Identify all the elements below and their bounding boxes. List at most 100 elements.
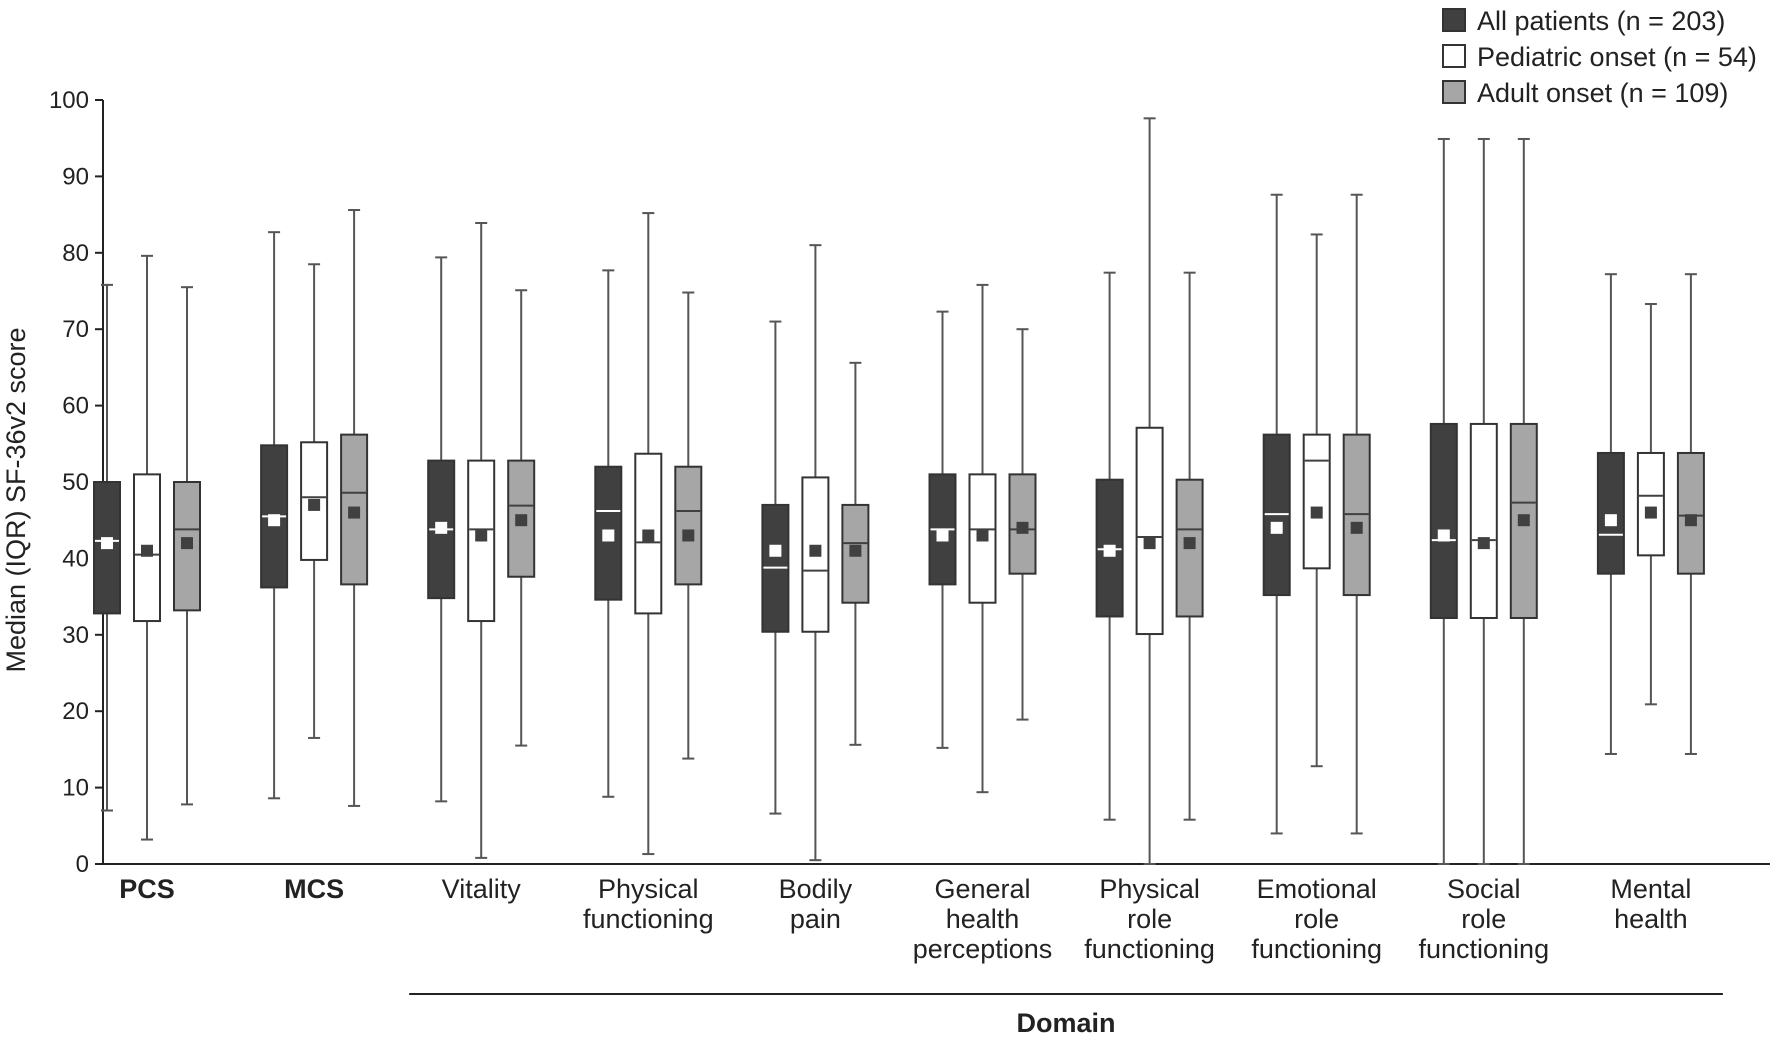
y-tick-label: 20 <box>62 698 89 725</box>
category-label: Mental health <box>1610 874 1691 934</box>
category-label: General health perceptions <box>913 874 1053 964</box>
box-all-patients <box>1429 137 1458 865</box>
mean-marker <box>1103 544 1116 557</box>
y-tick-label: 10 <box>62 775 89 802</box>
mean-marker <box>976 529 989 542</box>
category-label: Physical role functioning <box>1084 874 1215 964</box>
category-label-line: health <box>1614 904 1688 934</box>
legend-swatch <box>1442 8 1466 32</box>
mean-marker <box>1143 537 1156 550</box>
category-group <box>1262 193 1371 835</box>
mean-marker <box>849 544 862 557</box>
box-adult-onset <box>340 209 369 807</box>
box-all-patients <box>93 283 121 812</box>
legend-label: Pediatric onset (n = 54) <box>1477 42 1757 72</box>
legend-item: Pediatric onset (n = 54) <box>1442 42 1757 72</box>
box-pediatric-onset <box>968 283 997 794</box>
box-adult-onset <box>1509 137 1538 865</box>
category-group <box>1596 273 1705 755</box>
legend-label: Adult onset (n = 109) <box>1477 78 1728 108</box>
box-all-patients <box>260 231 289 800</box>
legend-item: All patients (n = 203) <box>1442 6 1725 36</box>
mean-marker <box>1016 521 1029 534</box>
category-label-line: role <box>1461 904 1506 934</box>
box-all-patients <box>594 269 623 798</box>
category-group <box>427 222 536 859</box>
mean-marker <box>1437 529 1450 542</box>
legend-item: Adult onset (n = 109) <box>1442 78 1728 108</box>
category-label-line: Mental <box>1610 874 1691 904</box>
x-axis-title: Domain <box>1017 1008 1116 1038</box>
category-group <box>93 254 201 841</box>
plot-area <box>93 117 1705 865</box>
category-group <box>260 209 369 807</box>
mean-marker <box>1644 506 1657 519</box>
category-label-line: PCS <box>119 874 175 904</box>
category-label-line: Physical <box>598 874 699 904</box>
category-label: Physical functioning <box>583 874 714 934</box>
iqr-box <box>1135 426 1164 636</box>
category-label-line: perceptions <box>913 934 1053 964</box>
category-label-line: functioning <box>1418 934 1549 964</box>
box-pediatric-onset <box>634 212 663 856</box>
mean-marker <box>1684 514 1697 527</box>
legend-swatch <box>1442 44 1466 68</box>
mean-marker <box>515 514 528 527</box>
iqr-box <box>1676 451 1705 575</box>
mean-marker <box>308 498 321 511</box>
iqr-box <box>1302 433 1331 570</box>
y-axis-title: Median (IQR) SF-36v2 score <box>1 327 31 672</box>
mean-marker <box>181 537 193 550</box>
box-pediatric-onset <box>467 222 496 859</box>
box-pediatric-onset <box>133 254 161 841</box>
box-adult-onset <box>1676 273 1705 755</box>
category-label-line: MCS <box>284 874 344 904</box>
category-group <box>1429 137 1538 865</box>
mean-marker <box>268 514 281 527</box>
box-adult-onset <box>841 361 870 746</box>
box-all-patients <box>928 310 957 749</box>
mean-marker <box>1270 521 1283 534</box>
category-label-line: Bodily <box>779 874 853 904</box>
category-label: Emotional role functioning <box>1251 874 1382 964</box>
mean-marker <box>348 506 361 519</box>
category-label-line: functioning <box>583 904 714 934</box>
axes: 0 10 20 30 40 50 60 70 80 90 100 <box>49 87 1770 878</box>
mean-marker <box>682 529 695 542</box>
mean-marker <box>1477 537 1490 550</box>
y-tick-label: 90 <box>62 163 89 190</box>
mean-marker <box>642 529 655 542</box>
category-label-line: Physical <box>1099 874 1200 904</box>
box-adult-onset <box>1175 271 1204 821</box>
legend-label: All patients (n = 203) <box>1477 6 1725 36</box>
y-tick-label: 70 <box>62 316 89 343</box>
mean-marker <box>1604 514 1617 527</box>
mean-marker <box>809 544 822 557</box>
y-tick-label: 30 <box>62 622 89 649</box>
mean-marker <box>435 521 448 534</box>
mean-marker <box>475 529 488 542</box>
category-label-line: functioning <box>1084 934 1215 964</box>
mean-marker <box>1350 521 1363 534</box>
category-label: MCS <box>284 874 344 904</box>
legend-swatch <box>1442 80 1466 104</box>
category-label-line: health <box>946 904 1020 934</box>
box-all-patients <box>761 320 790 815</box>
mean-marker <box>1183 537 1196 550</box>
box-all-patients <box>1262 193 1291 835</box>
iqr-box <box>674 465 703 586</box>
box-adult-onset <box>173 286 201 806</box>
box-pediatric-onset <box>1135 117 1164 865</box>
category-group <box>594 212 703 856</box>
legend: All patients (n = 203) Pediatric onset (n… <box>1442 6 1757 108</box>
category-group <box>1095 117 1204 865</box>
box-adult-onset <box>674 291 703 760</box>
category-label-line: functioning <box>1251 934 1382 964</box>
category-label-line: pain <box>790 904 841 934</box>
category-group <box>761 244 870 862</box>
box-adult-onset <box>1008 328 1037 721</box>
category-label-line: General <box>934 874 1030 904</box>
box-adult-onset <box>1342 193 1371 835</box>
